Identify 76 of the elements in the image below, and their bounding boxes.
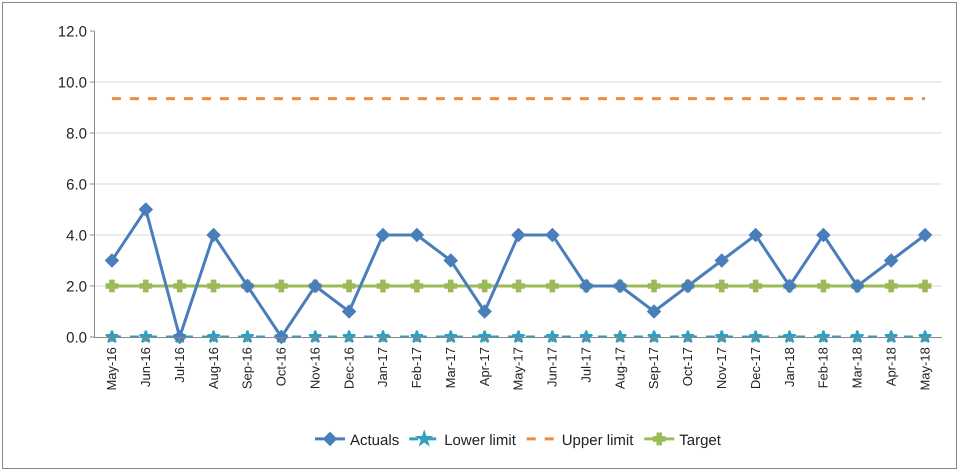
y-tick-label: 6.0 bbox=[66, 176, 87, 194]
point bbox=[444, 254, 458, 268]
point bbox=[478, 280, 492, 292]
x-tick-label: Oct-16 bbox=[274, 347, 289, 386]
point bbox=[342, 304, 356, 318]
x-tick-label: Nov-16 bbox=[307, 347, 322, 390]
point bbox=[816, 228, 830, 242]
legend-label: Upper limit bbox=[562, 432, 634, 449]
x-tick-label: May-18 bbox=[917, 347, 932, 391]
point bbox=[139, 280, 152, 292]
point bbox=[850, 330, 864, 344]
point bbox=[206, 228, 220, 242]
point bbox=[648, 280, 660, 292]
x-tick-label: Jul-16 bbox=[172, 347, 187, 383]
legend-label: Lower limit bbox=[444, 432, 517, 449]
y-tick-label: 4.0 bbox=[66, 227, 87, 244]
x-tick-label: May-17 bbox=[510, 347, 526, 391]
point bbox=[918, 280, 932, 292]
point bbox=[376, 280, 390, 292]
x-tick-label: Jun-17 bbox=[544, 347, 560, 387]
point bbox=[749, 280, 762, 292]
point bbox=[715, 280, 728, 292]
point bbox=[308, 330, 322, 344]
point bbox=[884, 280, 898, 292]
point bbox=[410, 280, 424, 292]
point bbox=[342, 280, 356, 292]
x-tick-label: Sep-16 bbox=[240, 347, 255, 390]
y-tick-label: 12.0 bbox=[58, 23, 87, 40]
point bbox=[884, 254, 898, 268]
x-tick-label: Jul-17 bbox=[578, 347, 594, 383]
point bbox=[817, 280, 830, 292]
point bbox=[647, 304, 661, 318]
point bbox=[138, 202, 153, 216]
point bbox=[173, 280, 186, 292]
point bbox=[714, 330, 729, 344]
point bbox=[782, 330, 797, 344]
legend-label: Actuals bbox=[350, 432, 400, 449]
y-tick-label: 10.0 bbox=[58, 74, 87, 92]
point bbox=[512, 228, 526, 242]
point bbox=[444, 330, 458, 344]
point bbox=[546, 280, 559, 292]
x-tick-label: Nov-17 bbox=[714, 347, 730, 390]
x-tick-label: Sep-17 bbox=[646, 347, 662, 390]
x-tick-label: Dec-16 bbox=[341, 347, 356, 390]
point bbox=[376, 228, 390, 242]
point bbox=[918, 228, 932, 242]
point bbox=[444, 280, 458, 292]
point bbox=[274, 280, 288, 292]
y-tick-label: 2.0 bbox=[66, 278, 87, 296]
x-tick-label: Apr-17 bbox=[476, 347, 492, 386]
x-tick-label: Mar-17 bbox=[442, 347, 458, 388]
x-tick-label: Mar-18 bbox=[850, 347, 865, 388]
point bbox=[546, 228, 560, 242]
point bbox=[410, 228, 424, 242]
x-tick-label: Aug-16 bbox=[206, 347, 221, 390]
x-tick-label: Feb-17 bbox=[409, 347, 424, 388]
point bbox=[106, 280, 118, 292]
x-tick-label: Jun-16 bbox=[138, 347, 154, 387]
point bbox=[207, 280, 220, 292]
y-tick-label: 8.0 bbox=[66, 125, 87, 142]
point bbox=[748, 228, 763, 242]
point bbox=[714, 254, 729, 268]
point bbox=[478, 304, 492, 318]
point bbox=[579, 330, 594, 344]
x-tick-label: Jan-18 bbox=[782, 347, 797, 387]
x-tick-label: May-16 bbox=[104, 347, 120, 391]
x-tick-label: Jan-17 bbox=[375, 347, 390, 387]
x-tick-label: Dec-17 bbox=[748, 347, 763, 390]
x-tick-label: Aug-17 bbox=[612, 347, 628, 390]
x-tick-label: Apr-18 bbox=[883, 347, 898, 386]
legend-label: Target bbox=[679, 432, 722, 449]
y-tick-label: 0.0 bbox=[66, 329, 87, 346]
point bbox=[512, 280, 525, 292]
x-tick-label: Feb-18 bbox=[816, 347, 831, 388]
point bbox=[105, 254, 119, 268]
x-tick-label: Oct-17 bbox=[680, 347, 696, 386]
